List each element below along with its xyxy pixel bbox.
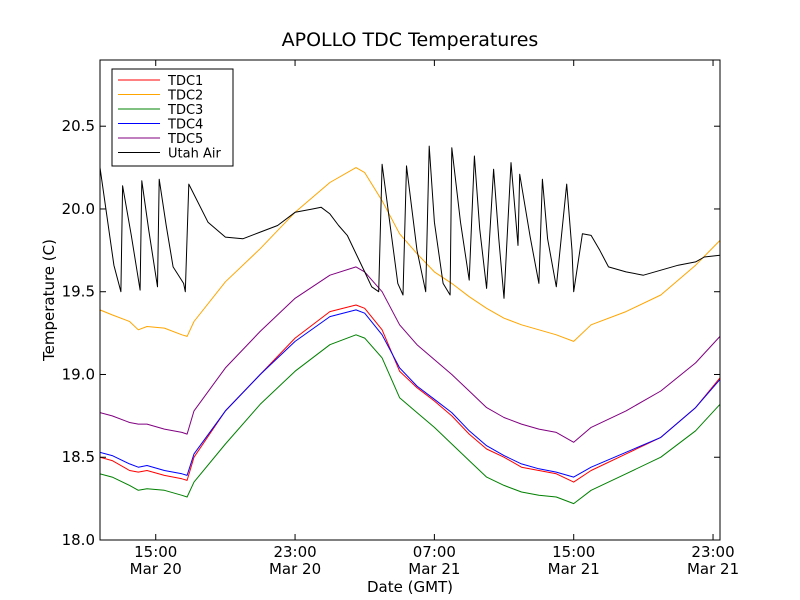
legend-label: TDC4 xyxy=(167,118,203,133)
series-line-utah-air xyxy=(100,145,720,299)
x-tick-time-label: 23:00 xyxy=(273,543,316,561)
chart-title: APOLLO TDC Temperatures xyxy=(282,29,539,51)
x-tick-time-label: 15:00 xyxy=(134,543,177,561)
legend-label: TDC5 xyxy=(167,132,203,147)
x-tick-date-label: Mar 21 xyxy=(408,560,460,578)
x-tick-time-label: 23:00 xyxy=(691,543,734,561)
y-tick-label: 19.0 xyxy=(62,365,95,383)
x-tick-date-label: Mar 21 xyxy=(548,560,600,578)
plot-frame xyxy=(99,59,721,541)
y-tick-label: 18.5 xyxy=(62,448,95,466)
y-tick-label: 20.0 xyxy=(62,200,95,218)
y-tick-label: 18.0 xyxy=(62,531,95,549)
series-line-tdc2 xyxy=(100,167,720,342)
x-tick-time-label: 07:00 xyxy=(413,543,456,561)
legend-label: TDC1 xyxy=(167,74,203,89)
legend-label: TDC2 xyxy=(167,89,203,104)
y-tick-label: 20.5 xyxy=(62,117,95,135)
legend-label: Utah Air xyxy=(168,147,221,162)
series-line-tdc5 xyxy=(100,266,720,443)
series-layer xyxy=(100,145,720,505)
x-tick-date-label: Mar 20 xyxy=(269,560,321,578)
series-line-tdc4 xyxy=(100,309,720,478)
legend-label: TDC3 xyxy=(167,103,203,118)
y-tick-label: 19.5 xyxy=(62,283,95,301)
y-axis-label: Temperature (C) xyxy=(40,239,58,362)
x-tick-date-label: Mar 21 xyxy=(687,560,739,578)
legend-box xyxy=(111,68,234,167)
x-axis-label: Date (GMT) xyxy=(367,578,453,596)
x-tick-time-label: 15:00 xyxy=(552,543,595,561)
x-tick-date-label: Mar 20 xyxy=(130,560,182,578)
series-line-tdc3 xyxy=(100,334,720,505)
